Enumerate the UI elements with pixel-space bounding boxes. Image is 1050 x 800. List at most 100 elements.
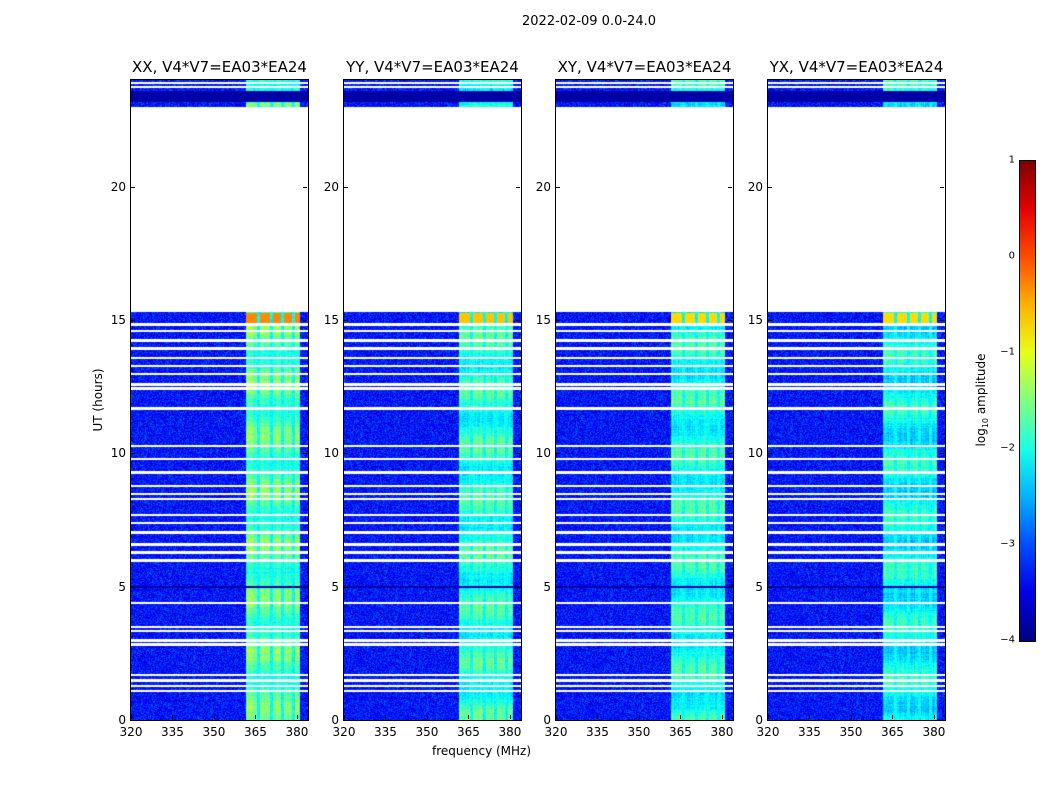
y-tick-mark bbox=[556, 453, 560, 455]
colorbar-tick-label: −1 bbox=[1000, 346, 1015, 358]
waterfall-panel-xx: XX, V4*V7=EA03*EA24 0 5 10 15 20 320 335 350 365 3… bbox=[111, 58, 309, 739]
colorbar bbox=[1019, 160, 1036, 642]
y-tick-mark bbox=[131, 186, 135, 188]
y-tick-mark bbox=[728, 453, 732, 455]
y-tick-mark bbox=[516, 586, 520, 588]
colorbar-tick-label: 1 bbox=[1008, 154, 1015, 166]
x-tick-mark bbox=[344, 715, 345, 719]
y-tick-mark bbox=[768, 586, 772, 588]
y-tick-label: 5 bbox=[118, 579, 126, 594]
x-tick-mark bbox=[296, 715, 298, 719]
y-tick-mark bbox=[556, 186, 560, 188]
heatmap-image bbox=[556, 80, 733, 720]
y-tick-label: 20 bbox=[535, 179, 551, 194]
y-tick-mark bbox=[344, 586, 348, 588]
colorbar-label: log10 amplitude bbox=[973, 353, 991, 447]
axes-frame bbox=[130, 79, 309, 721]
y-tick-mark bbox=[940, 453, 944, 455]
y-tick-label: 0 bbox=[331, 713, 339, 727]
y-tick-mark bbox=[728, 320, 732, 321]
y-tick-mark bbox=[131, 720, 135, 721]
x-tick-label: 380 bbox=[498, 725, 522, 739]
heatmap-image bbox=[344, 80, 521, 720]
y-tick-mark bbox=[556, 320, 560, 321]
x-tick-label: 380 bbox=[285, 725, 309, 739]
y-tick-label: 15 bbox=[535, 313, 551, 327]
y-tick-label: 5 bbox=[755, 579, 763, 594]
panel-title: YY, V4*V7=EA03*EA24 bbox=[346, 58, 519, 76]
y-tick-mark bbox=[303, 720, 307, 721]
y-tick-mark bbox=[768, 320, 772, 321]
y-tick-mark bbox=[940, 320, 944, 321]
y-tick-mark bbox=[940, 186, 944, 188]
panel-title: YX, V4*V7=EA03*EA24 bbox=[769, 58, 944, 76]
y-tick-mark bbox=[303, 453, 307, 455]
y-tick-mark bbox=[344, 320, 348, 321]
y-tick-label: 20 bbox=[323, 179, 339, 194]
x-tick-label: 350 bbox=[415, 725, 439, 739]
x-tick-label: 335 bbox=[374, 725, 397, 739]
x-tick-mark bbox=[255, 715, 257, 719]
x-tick-label: 320 bbox=[756, 725, 780, 739]
x-tick-mark bbox=[213, 715, 215, 719]
x-tick-label: 365 bbox=[881, 725, 904, 739]
panel-title: XX, V4*V7=EA03*EA24 bbox=[132, 58, 307, 76]
x-tick-mark bbox=[850, 715, 852, 719]
y-tick-mark bbox=[516, 320, 520, 321]
colorbar-tick-label: −4 bbox=[1000, 634, 1015, 646]
y-tick-mark bbox=[768, 186, 772, 188]
colorbar-tick-label: −2 bbox=[1000, 442, 1015, 454]
x-tick-mark bbox=[509, 715, 511, 719]
y-tick-label: 10 bbox=[535, 446, 551, 461]
y-tick-label: 15 bbox=[110, 313, 126, 327]
y-tick-mark bbox=[768, 453, 772, 455]
x-tick-label: 380 bbox=[922, 725, 946, 739]
y-tick-mark bbox=[728, 186, 732, 188]
waterfall-panel-xy: XY, V4*V7=EA03*EA24 0 5 10 15 20 320 335 350 365 3… bbox=[536, 58, 734, 739]
colorbar-tick-label: −3 bbox=[1000, 538, 1015, 550]
panel-title: XY, V4*V7=EA03*EA24 bbox=[557, 58, 732, 76]
x-tick-mark bbox=[468, 715, 470, 719]
x-tick-mark bbox=[768, 715, 769, 719]
x-tick-label: 335 bbox=[161, 725, 184, 739]
y-tick-mark bbox=[516, 720, 520, 721]
x-tick-label: 335 bbox=[586, 725, 609, 739]
y-tick-mark bbox=[556, 720, 560, 721]
y-tick-mark bbox=[768, 720, 772, 721]
y-tick-label: 5 bbox=[543, 579, 551, 594]
x-axis-label: frequency (MHz) bbox=[432, 744, 532, 758]
x-tick-label: 365 bbox=[457, 725, 480, 739]
waterfall-panel-yx: YX, V4*V7=EA03*EA24 0 5 10 15 20 320 335 350 365 3… bbox=[748, 58, 946, 739]
y-tick-mark bbox=[344, 186, 348, 188]
y-tick-label: 10 bbox=[323, 446, 339, 461]
x-tick-mark bbox=[933, 715, 935, 719]
y-tick-mark bbox=[728, 720, 732, 721]
x-tick-label: 335 bbox=[798, 725, 821, 739]
y-tick-label: 10 bbox=[747, 446, 763, 461]
heatmap-image bbox=[131, 80, 308, 720]
x-tick-mark bbox=[680, 715, 682, 719]
x-tick-label: 320 bbox=[119, 725, 143, 739]
x-tick-label: 350 bbox=[202, 725, 226, 739]
x-tick-mark bbox=[556, 715, 557, 719]
y-tick-mark bbox=[131, 320, 135, 321]
y-tick-mark bbox=[728, 586, 732, 588]
x-tick-label: 350 bbox=[839, 725, 863, 739]
y-tick-mark bbox=[131, 453, 135, 455]
y-tick-label: 5 bbox=[331, 579, 339, 594]
x-tick-mark bbox=[426, 715, 428, 719]
figure-title: 2022-02-09 0.0-24.0 bbox=[522, 14, 656, 29]
y-tick-label: 0 bbox=[543, 713, 551, 727]
y-tick-mark bbox=[344, 453, 348, 455]
y-tick-mark bbox=[344, 720, 348, 721]
y-tick-label: 20 bbox=[110, 179, 126, 194]
axes-frame bbox=[767, 79, 946, 721]
y-tick-label: 0 bbox=[118, 713, 126, 727]
x-tick-mark bbox=[131, 715, 132, 719]
heatmap-image bbox=[768, 80, 945, 720]
y-tick-mark bbox=[940, 586, 944, 588]
x-tick-label: 380 bbox=[710, 725, 734, 739]
x-tick-label: 320 bbox=[544, 725, 568, 739]
x-tick-label: 365 bbox=[244, 725, 267, 739]
